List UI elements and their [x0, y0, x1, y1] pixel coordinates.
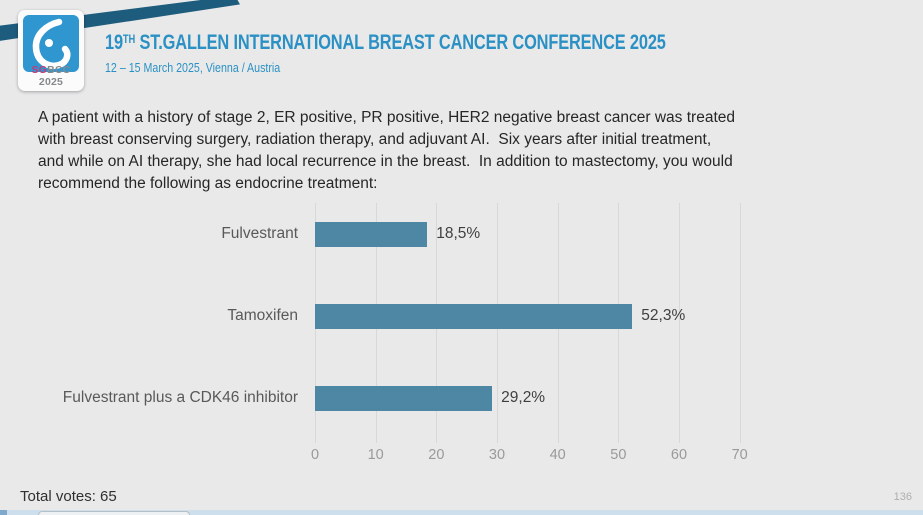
x-axis-tick-label: 20 — [428, 447, 445, 463]
x-axis-tick-label: 50 — [610, 447, 627, 463]
conference-title: 19TH ST.GALLEN INTERNATIONAL BREAST CANC… — [105, 31, 666, 55]
total-votes-label: Total votes: 65 — [20, 488, 117, 505]
x-axis-tick-label: 10 — [367, 447, 384, 463]
bar-chart: 0 10 20 30 40 50 60 70 Fulvestrant 18,5% Tamoxifen… — [0, 193, 923, 478]
conference-subtitle: 12 – 15 March 2025, Vienna / Austria — [105, 60, 281, 75]
value-label: 29,2% — [501, 389, 546, 406]
category-label: Tamoxifen — [227, 307, 298, 324]
category-label: Fulvestrant — [221, 225, 298, 242]
bar-tamoxifen — [315, 303, 633, 329]
bar-fulvestrant — [315, 221, 428, 247]
category-label: Fulvestrant plus a CDK46 inhibitor — [62, 389, 298, 406]
sgbcc-logo-label: SGBCC 2025 — [18, 64, 84, 88]
value-label: 52,3% — [641, 307, 686, 324]
x-axis-tick-label: 40 — [549, 447, 566, 463]
logo-label-rest: BCC 2025 — [38, 64, 71, 88]
sgbcc-droplet-icon — [23, 15, 79, 72]
sgbcc-logo: SGBCC 2025 — [18, 10, 84, 91]
question-line: A patient with a history of stage 2, ER … — [38, 109, 735, 126]
bar-fulvestrant-plus-a-cdk46-inhibitor — [315, 385, 493, 411]
question-line: with breast conserving surgery, radiatio… — [38, 131, 712, 148]
logo-label-sg: SG — [31, 64, 48, 76]
value-label: 18,5% — [436, 225, 481, 242]
gridline — [679, 203, 680, 443]
page-number: 136 — [893, 491, 912, 503]
gridline — [739, 203, 741, 443]
poll-question: A patient with a history of stage 2, ER … — [38, 107, 898, 195]
bottom-strip-pill — [38, 511, 190, 515]
bottom-strip — [0, 510, 923, 515]
x-axis-tick-label: 60 — [670, 447, 688, 463]
title-number: 19 — [105, 31, 123, 54]
x-axis-tick-label: 30 — [488, 447, 506, 463]
bottom-strip-chip — [0, 510, 7, 515]
question-line: recommend the following as endocrine tre… — [38, 175, 378, 192]
x-axis-tick-label: 0 — [310, 447, 320, 463]
title-text: ST.GALLEN INTERNATIONAL BREAST CANCER CO… — [135, 31, 666, 54]
question-line: and while on AI therapy, she had local r… — [38, 153, 733, 170]
x-axis-tick-label: 70 — [731, 447, 748, 463]
title-superscript: TH — [122, 32, 136, 46]
